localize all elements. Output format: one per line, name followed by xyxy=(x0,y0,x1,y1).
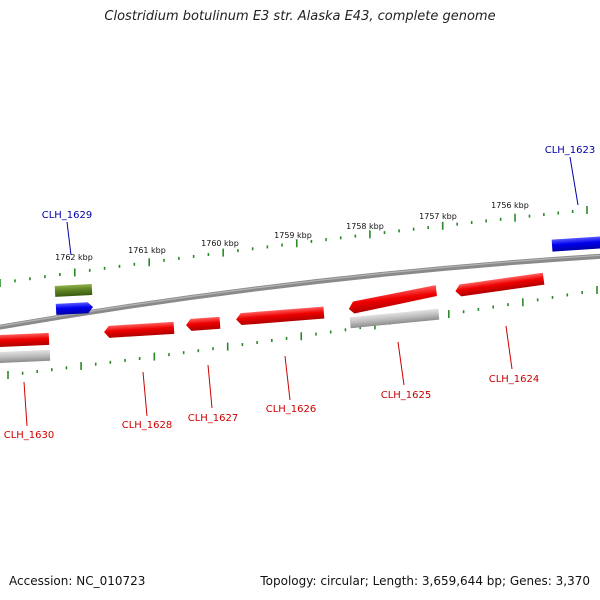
label-clh-1630[interactable]: CLH_1630 xyxy=(4,430,55,441)
tick-labels: 1756 kbp 1757 kbp 1758 kbp 1759 kbp 1760… xyxy=(55,201,529,262)
label-clh-1629[interactable]: CLH_1629 xyxy=(42,210,93,221)
gene-clh-1624-cds[interactable] xyxy=(455,272,545,297)
tick-label-1758: 1758 kbp xyxy=(346,222,384,231)
gene-clh-1628-cds[interactable] xyxy=(104,321,175,338)
connector-clh-1623 xyxy=(569,156,579,206)
connector-clh-1630 xyxy=(23,381,28,427)
connector-clh-1628 xyxy=(142,371,148,417)
accession-text: Accession: NC_010723 xyxy=(9,574,146,588)
scale-ticks xyxy=(0,206,598,379)
forward-strand xyxy=(54,236,600,315)
gene-clh-1626-cds[interactable] xyxy=(236,306,325,326)
gene-clh-1625-cds[interactable] xyxy=(347,285,438,314)
tick-label-1760: 1760 kbp xyxy=(201,239,239,248)
tick-label-1757: 1757 kbp xyxy=(419,212,457,221)
label-connectors xyxy=(23,156,579,427)
tick-label-1762: 1762 kbp xyxy=(55,253,93,262)
map-title: Clostridium botulinum E3 str. Alaska E43… xyxy=(104,9,496,24)
gene-clh-1630-cds[interactable] xyxy=(0,332,50,348)
reverse-strand xyxy=(0,272,545,364)
tick-label-1756: 1756 kbp xyxy=(491,201,529,210)
gene-clh-1630-gene[interactable] xyxy=(0,349,51,364)
connector-clh-1624 xyxy=(505,325,513,370)
tick-label-1761: 1761 kbp xyxy=(128,246,166,255)
genome-summary-text: Topology: circular; Length: 3,659,644 bp… xyxy=(260,574,590,588)
label-clh-1625[interactable]: CLH_1625 xyxy=(381,390,432,401)
label-clh-1627[interactable]: CLH_1627 xyxy=(188,413,239,424)
label-clh-1624[interactable]: CLH_1624 xyxy=(489,374,540,385)
label-clh-1626[interactable]: CLH_1626 xyxy=(266,404,317,415)
gene-clh-1629-gene[interactable] xyxy=(54,284,93,297)
genome-backbone xyxy=(0,253,600,330)
gene-clh-1623-cds[interactable] xyxy=(551,236,600,252)
gene-clh-1627-cds[interactable] xyxy=(186,316,221,331)
gene-labels: CLH_1623 CLH_1629 CLH_1624 CLH_1625 CLH_… xyxy=(4,145,596,441)
gene-clh-1629-cds[interactable] xyxy=(55,302,94,315)
label-clh-1623[interactable]: CLH_1623 xyxy=(545,145,596,156)
label-clh-1628[interactable]: CLH_1628 xyxy=(122,420,173,431)
tick-label-1759: 1759 kbp xyxy=(274,231,312,240)
gene-clh-1625-gene[interactable] xyxy=(349,308,440,329)
connector-clh-1629 xyxy=(66,221,72,256)
connector-clh-1626 xyxy=(284,355,291,401)
connector-clh-1625 xyxy=(397,341,405,386)
connector-clh-1627 xyxy=(207,364,213,409)
